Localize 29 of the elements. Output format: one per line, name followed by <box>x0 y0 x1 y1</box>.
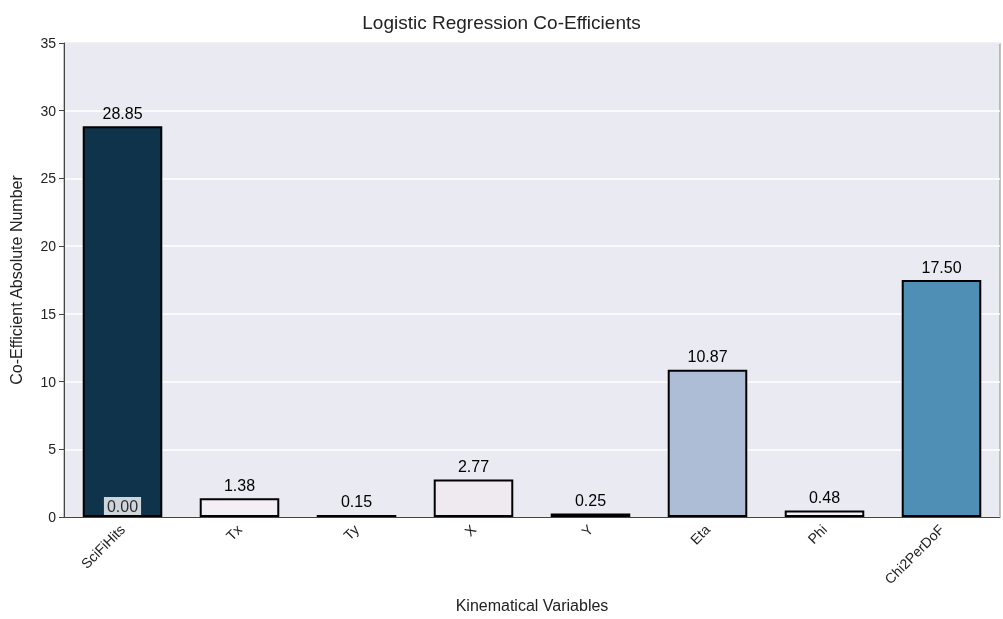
x-tick-label: Tx <box>222 521 246 544</box>
x-tick-label: Phi <box>804 521 831 547</box>
x-tick-label: X <box>461 520 480 540</box>
chart-title: Logistic Regression Co-Efficients <box>362 12 641 33</box>
bar <box>901 280 982 517</box>
data-label: 0.15 <box>340 493 373 511</box>
bar <box>82 126 163 517</box>
data-label: 28.85 <box>102 104 143 122</box>
data-label: 17.50 <box>921 258 962 276</box>
y-tick-label: 30 <box>40 102 57 119</box>
y-tick-label: 10 <box>40 373 57 390</box>
data-label: 10.87 <box>687 348 728 366</box>
bar <box>667 369 748 517</box>
x-tick-label: Y <box>578 520 597 540</box>
y-tick-label: 20 <box>40 238 57 255</box>
y-axis-title: Co-Efficient Absolute Number <box>7 174 25 385</box>
y-tick-label: 15 <box>40 305 57 322</box>
annotation: 0.00 <box>106 497 139 515</box>
x-tick-label: Ty <box>340 521 363 544</box>
y-tick-label: 35 <box>40 35 57 51</box>
y-tick-label: 25 <box>40 170 57 187</box>
data-label: 0.48 <box>808 489 841 506</box>
x-axis-title: Kinematical Variables <box>455 596 609 614</box>
data-label: 1.38 <box>223 476 256 494</box>
data-label: 0.25 <box>574 492 607 510</box>
y-tick-label: 0 <box>48 509 57 525</box>
data-label: 2.77 <box>457 457 490 475</box>
x-tick-label: Eta <box>686 521 714 548</box>
y-tick-label: 5 <box>48 441 57 458</box>
